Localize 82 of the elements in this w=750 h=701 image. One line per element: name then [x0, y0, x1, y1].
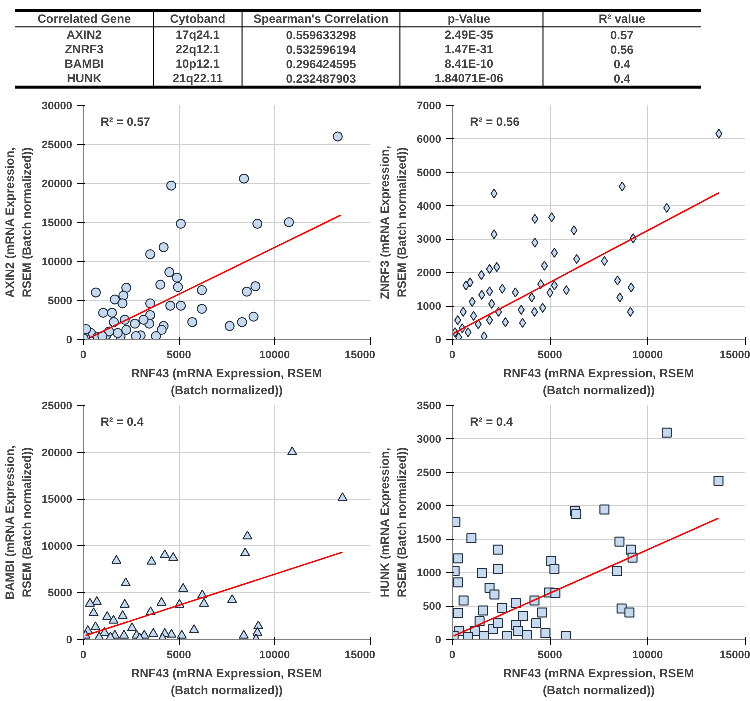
text: Spearman's Correlation [254, 12, 389, 26]
text: R² value [598, 12, 646, 26]
annotation: R² = 0.4 [470, 414, 514, 429]
x-tick-label: 5000 [538, 650, 562, 662]
y-tick-label: 20000 [42, 447, 73, 460]
y-tick-label: 25000 [42, 140, 73, 152]
x-axis-title: RNF43 (mRNA Expression, RSEM (Batch normalized)) [131, 666, 322, 698]
text: Correlated Gene [38, 12, 132, 26]
x-tick-label: 0 [449, 650, 456, 662]
text: 0.232487903 [286, 72, 357, 86]
y-tick-label: 5000 [417, 167, 442, 180]
y-tick-label: 15000 [42, 494, 73, 506]
annotation: R² = 0.57 [100, 114, 151, 129]
y-tick-label: 4000 [417, 200, 442, 213]
y-tick-label: 1000 [417, 568, 442, 580]
text: 17q24.1 [176, 28, 220, 42]
x-tick-label: 10000 [632, 650, 664, 662]
y-tick-label: 5000 [48, 296, 73, 308]
y-tick-label: 30000 [42, 100, 73, 112]
y-axis-title: AXIN2 (mRNA Expression, RSEM (Batch normalized)) [3, 147, 34, 298]
x-axis-title: RNF43 (mRNA Expression, RSEM (Batch normalized)) [503, 366, 694, 398]
text: 0.56 [610, 43, 634, 58]
y-tick-label: 2000 [417, 500, 442, 513]
text: HUNK [67, 71, 102, 86]
text: Cytoband [170, 12, 226, 26]
x-tick-label: 10000 [260, 650, 290, 662]
x-tick-label: 15000 [720, 650, 750, 662]
y-tick-label: 3000 [417, 434, 442, 446]
x-tick-label: 5000 [538, 350, 562, 362]
y-tick-label: 6000 [417, 134, 442, 146]
text: 1.47E-31 [444, 42, 494, 57]
annotation: R² = 0.4 [100, 414, 144, 429]
y-tick-label: 25000 [42, 400, 73, 412]
y-tick-label: 0 [66, 634, 73, 646]
y-axis-title: ZNRF3 (mRNA Expression, RSEM (Batch normalized)) [378, 146, 410, 300]
text: p-Value [448, 12, 491, 26]
text: 21q22.11 [172, 71, 224, 86]
x-tick-label: 5000 [166, 650, 192, 662]
y-tick-label: 3000 [417, 234, 442, 246]
text: 0.296424595 [286, 58, 357, 72]
y-tick-label: 1500 [417, 534, 442, 546]
annotation: R² = 0.56 [470, 114, 520, 129]
y-tick-label: 500 [423, 601, 442, 614]
text: 0.559633298 [286, 28, 357, 43]
x-tick-label: 15000 [344, 350, 376, 362]
text: 0.4 [614, 58, 631, 72]
y-tick-label: 10000 [42, 256, 73, 268]
x-tick-label: 15000 [344, 650, 376, 662]
text: BAMBI [64, 57, 104, 71]
text: AXIN2 [66, 28, 102, 42]
text: 10p12.1 [176, 57, 220, 71]
y-axis-title: BAMBI (mRNA Expression, RSEM (Batch normalized)) [3, 446, 34, 600]
x-tick-label: 10000 [260, 350, 290, 362]
text: 0.57 [610, 28, 634, 43]
y-tick-label: 0 [435, 334, 442, 346]
x-tick-label: 15000 [720, 350, 750, 362]
y-tick-label: 7000 [417, 100, 442, 112]
x-tick-label: 0 [80, 650, 87, 662]
text: 0.4 [614, 72, 631, 86]
text: 1.84071E-06 [434, 71, 504, 86]
y-tick-label: 0 [66, 334, 73, 346]
y-tick-label: 1000 [417, 301, 442, 314]
text: 8.41E-10 [444, 57, 494, 71]
y-tick-label: 15000 [42, 218, 73, 230]
y-tick-label: 2000 [417, 268, 442, 280]
y-tick-label: 3500 [417, 400, 442, 412]
x-axis-title: RNF43 (mRNA Expression, RSEM (Batch normalized)) [131, 366, 322, 398]
x-tick-label: 5000 [166, 350, 192, 362]
y-tick-label: 2500 [417, 467, 442, 480]
x-axis-title: RNF43 (mRNA Expression, RSEM (Batch normalized)) [503, 666, 694, 698]
text: ZNRF3 [65, 42, 104, 57]
text: 2.49E-35 [444, 28, 494, 42]
y-tick-label: 20000 [42, 178, 73, 190]
text: 0.532596194 [286, 43, 357, 58]
y-tick-label: 5000 [48, 588, 73, 600]
x-tick-label: 0 [80, 350, 87, 362]
x-tick-label: 10000 [632, 350, 664, 362]
y-tick-label: 10000 [42, 540, 73, 553]
text: 22q12.1 [176, 42, 220, 57]
y-axis-title: HUNK (mRNA Expression, RSEM (Batch normalized)) [378, 447, 410, 598]
y-tick-label: 0 [435, 634, 442, 646]
x-tick-label: 0 [449, 350, 456, 362]
